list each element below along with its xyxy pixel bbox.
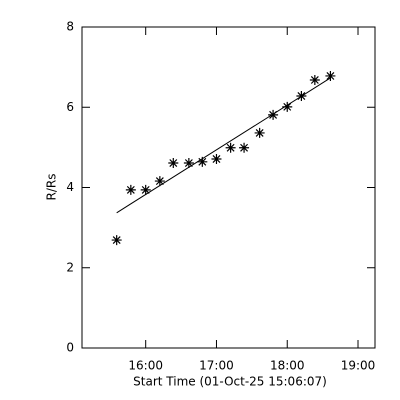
data-point bbox=[140, 184, 151, 195]
data-point bbox=[268, 109, 279, 120]
data-point bbox=[168, 158, 179, 169]
x-tick-label: 17:00 bbox=[199, 359, 234, 373]
data-point bbox=[254, 127, 265, 138]
data-point bbox=[309, 74, 320, 85]
y-tick-label: 4 bbox=[66, 180, 74, 194]
data-point bbox=[211, 154, 222, 165]
x-tick-label: 16:00 bbox=[128, 359, 163, 373]
y-tick-label: 8 bbox=[66, 20, 74, 34]
y-tick-label: 6 bbox=[66, 100, 74, 114]
data-point bbox=[125, 184, 136, 195]
data-point bbox=[111, 235, 122, 246]
x-tick-label: 18:00 bbox=[270, 359, 305, 373]
data-point bbox=[225, 142, 236, 153]
data-point bbox=[282, 101, 293, 112]
y-axis-label: R/Rs bbox=[45, 174, 59, 201]
y-tick-label: 2 bbox=[66, 260, 74, 274]
data-point bbox=[197, 156, 208, 167]
data-point bbox=[154, 176, 165, 187]
x-tick-label: 19:00 bbox=[341, 359, 376, 373]
data-point bbox=[183, 158, 194, 169]
y-tick-label: 0 bbox=[66, 341, 74, 355]
data-point bbox=[325, 70, 336, 81]
fit-line bbox=[116, 77, 331, 214]
data-point bbox=[239, 142, 250, 153]
x-axis-label: Start Time (01-Oct-25 15:06:07) bbox=[133, 375, 327, 389]
